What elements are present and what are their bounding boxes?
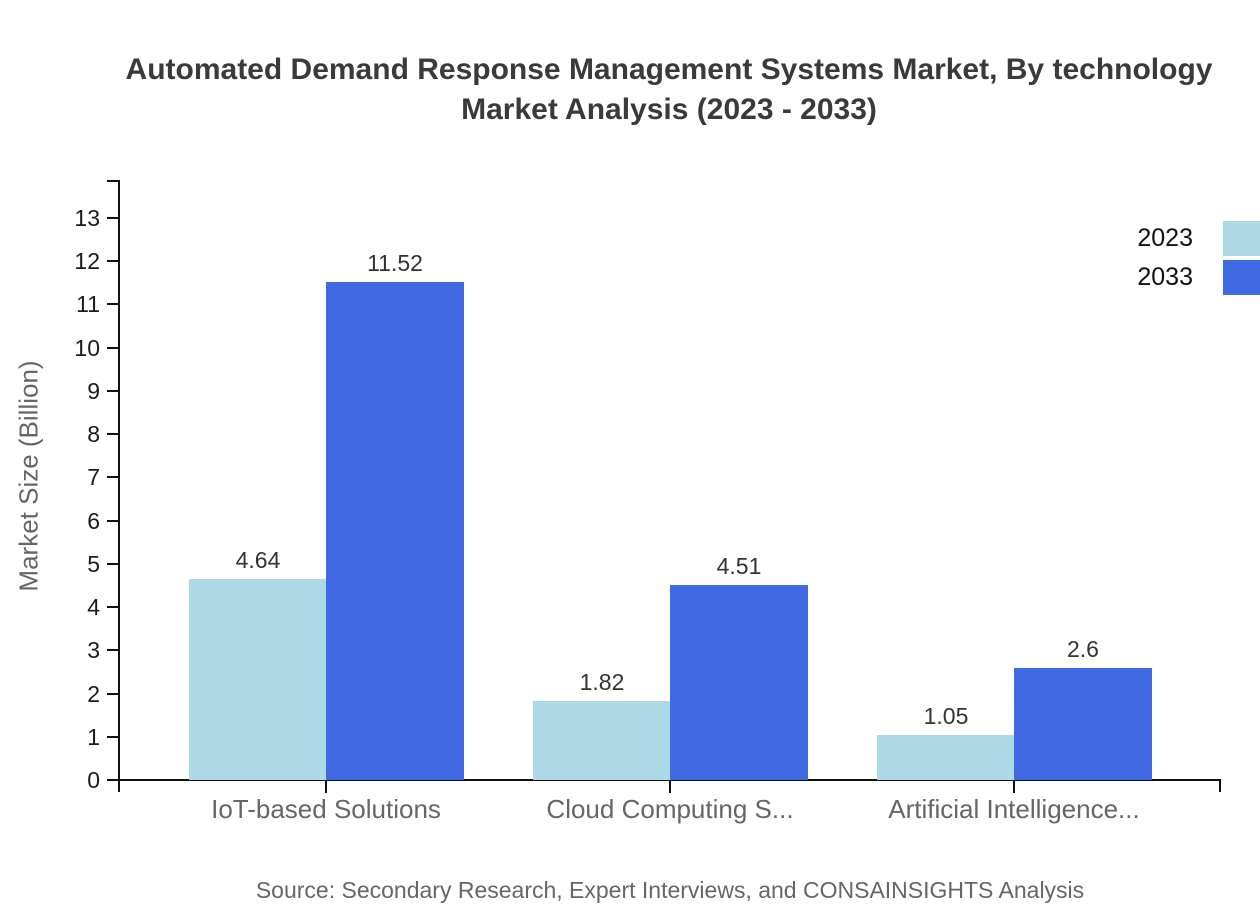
y-axis-tick-label: 6 (87, 507, 100, 534)
bar-value-label: 1.05 (923, 703, 969, 729)
y-axis-line (118, 180, 120, 792)
bar-value-label: 2.6 (1067, 636, 1099, 662)
legend-swatch-2033-icon (1223, 260, 1260, 295)
bar-value-label: 4.51 (716, 553, 762, 579)
y-axis-tick-label: 1 (87, 723, 100, 750)
y-axis-tick (107, 779, 120, 781)
bar-2023-1[interactable] (189, 579, 327, 780)
y-axis-tick-label: 0 (87, 767, 100, 793)
y-axis-tick (107, 389, 120, 392)
y-axis-tick-label: 11 (76, 291, 100, 318)
y-axis-tick-label: 10 (74, 334, 100, 361)
y-axis-tick-label: 12 (74, 248, 100, 274)
y-axis-tick (107, 735, 120, 738)
legend-label-2023: 2023 (1137, 224, 1193, 252)
y-axis-tick-label: 8 (87, 421, 100, 447)
bar-2023-2[interactable] (533, 701, 671, 780)
x-axis-category-label: IoT-based Solutions (211, 794, 441, 824)
y-axis-tick (107, 649, 120, 652)
y-axis-tick (107, 346, 120, 349)
bar-2033-3[interactable] (1014, 668, 1152, 780)
bar-2033-1[interactable] (326, 282, 464, 780)
y-axis-tick (107, 216, 120, 219)
y-axis-tick (107, 433, 120, 435)
legend-swatch-2023-icon (1223, 221, 1260, 256)
y-axis-tick (107, 562, 120, 565)
x-axis-tick (669, 780, 671, 793)
legend: 2023 2033 (1137, 221, 1260, 299)
y-axis-tick (107, 606, 120, 608)
chart-title: Automated Demand Response Management Sys… (78, 50, 1260, 130)
x-axis-category-label: Artificial Intelligence... (888, 794, 1140, 824)
bar-value-label: 1.82 (579, 669, 625, 695)
chart-title-line1: Automated Demand Response Management Sys… (125, 53, 1213, 86)
y-axis-tick-label: 2 (87, 680, 100, 707)
y-axis-tick (107, 303, 120, 306)
bar-value-label: 11.52 (367, 250, 423, 276)
y-axis-tick-label: 4 (87, 594, 100, 620)
legend-item-2033[interactable]: 2033 (1137, 260, 1260, 295)
bar-value-label: 4.64 (235, 547, 281, 573)
x-axis-tick (1013, 780, 1015, 793)
chart-title-line2: Market Analysis (2023 - 2033) (461, 93, 877, 126)
y-axis-tick (107, 260, 120, 262)
x-axis-line (107, 779, 1221, 781)
y-axis-tick-label: 7 (87, 464, 100, 491)
y-axis-tick-label: 13 (74, 204, 100, 231)
x-axis-tick (325, 780, 327, 793)
legend-label-2033: 2033 (1137, 263, 1193, 291)
x-axis-category-label: Cloud Computing S... (546, 794, 794, 824)
bar-2023-3[interactable] (877, 735, 1015, 780)
source-note: Source: Secondary Research, Expert Inter… (255, 877, 1085, 903)
x-axis-end-cap (1219, 780, 1221, 792)
y-axis-tick-label: 3 (87, 637, 100, 664)
y-axis-tick-label: 5 (87, 550, 100, 577)
y-axis-tick-label: 9 (87, 377, 100, 404)
bar-2033-2[interactable] (670, 585, 808, 780)
y-axis-tick (107, 692, 120, 695)
y-axis-top-cap (107, 180, 120, 182)
legend-item-2023[interactable]: 2023 (1137, 221, 1260, 256)
y-axis-tick (107, 476, 120, 479)
y-axis-tick (107, 519, 120, 522)
